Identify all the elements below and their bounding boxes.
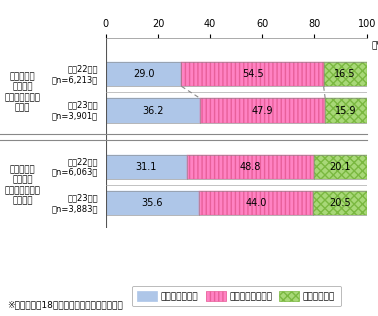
Bar — [314, 155, 367, 179]
Legend: よく知っている, 聞いたことはある, 知らなかった: よく知っている, 聞いたことはある, 知らなかった — [132, 286, 341, 307]
Text: 16.5: 16.5 — [335, 69, 356, 79]
Bar — [187, 155, 314, 179]
Bar — [200, 98, 325, 123]
Text: 47.9: 47.9 — [252, 106, 273, 116]
Bar — [106, 155, 187, 179]
Bar — [314, 155, 367, 179]
Text: 31.1: 31.1 — [136, 162, 157, 172]
Bar — [181, 62, 324, 86]
Bar — [313, 191, 367, 216]
Text: 29.0: 29.0 — [133, 69, 154, 79]
Text: 15.9: 15.9 — [335, 106, 357, 116]
Bar — [106, 155, 187, 179]
Text: 35.6: 35.6 — [141, 198, 163, 208]
Bar — [199, 191, 313, 216]
Bar — [200, 98, 325, 123]
Bar — [324, 62, 367, 86]
Text: 48.8: 48.8 — [240, 162, 261, 172]
Text: 20.5: 20.5 — [329, 198, 351, 208]
Bar — [181, 62, 324, 86]
Text: 54.5: 54.5 — [242, 69, 263, 79]
Text: （%）: （%） — [372, 40, 378, 49]
Bar — [106, 62, 181, 86]
Bar — [313, 191, 367, 216]
Text: 44.0: 44.0 — [245, 198, 267, 208]
Bar — [199, 191, 313, 216]
Bar — [106, 191, 199, 216]
Text: パソコンで
利用する
フィルタリング
ソフト: パソコンで 利用する フィルタリング ソフト — [5, 72, 40, 112]
Text: ※　対象は、18歳未満の子どもがいる世帯。: ※ 対象は、18歳未満の子どもがいる世帯。 — [8, 301, 123, 310]
Text: 携帯電話で
利用する
フィルタリング
サービス: 携帯電話で 利用する フィルタリング サービス — [5, 165, 40, 205]
Text: 36.2: 36.2 — [142, 106, 164, 116]
Bar — [325, 98, 367, 123]
Bar — [325, 98, 367, 123]
Text: 20.1: 20.1 — [330, 162, 351, 172]
Bar — [106, 62, 181, 86]
Bar — [324, 62, 367, 86]
Bar — [106, 98, 200, 123]
Bar — [187, 155, 314, 179]
Bar — [106, 191, 199, 216]
Bar — [106, 98, 200, 123]
